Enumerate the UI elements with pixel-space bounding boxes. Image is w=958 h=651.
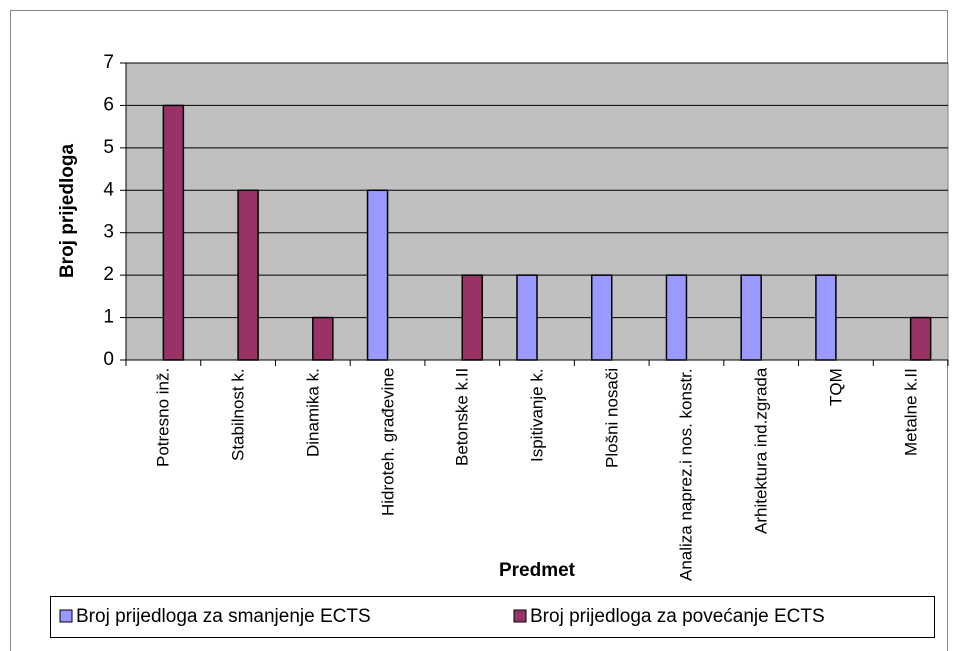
y-tick-label: 4 xyxy=(103,179,114,200)
x-tick-label: TQM xyxy=(826,368,846,406)
y-tick-label: 3 xyxy=(103,222,114,243)
x-tick-label: Ispitivanje k. xyxy=(527,368,547,462)
bar xyxy=(366,189,389,361)
y-tick-label: 5 xyxy=(103,137,114,158)
bar xyxy=(516,274,538,361)
legend-swatch xyxy=(513,609,527,623)
x-tick-label: Arhitektura ind.zgrada xyxy=(751,368,771,535)
y-tick-label: 2 xyxy=(103,264,114,285)
x-tick-label: Stabilnost k. xyxy=(228,368,248,461)
bar xyxy=(665,274,688,361)
legend-label: Broj prijedloga za smanjenje ECTS xyxy=(76,606,371,627)
x-tick-label: Betonske k.II xyxy=(452,368,472,467)
bar xyxy=(312,316,334,361)
bar xyxy=(461,274,484,361)
y-tick-label: 6 xyxy=(103,94,114,115)
bar xyxy=(162,104,185,361)
x-axis-title: Predmet xyxy=(499,560,576,581)
x-tick-label: Dinamika k. xyxy=(303,368,323,457)
legend-box xyxy=(50,596,935,638)
y-tick-label: 0 xyxy=(103,349,114,370)
bar xyxy=(590,274,613,361)
x-tick-label: Hidroteh. građevine xyxy=(378,368,398,517)
x-tick-label: Potresno inž. xyxy=(153,368,173,468)
x-tick-label: Metalne k.II xyxy=(901,368,921,456)
bar xyxy=(909,316,932,361)
y-tick-label: 1 xyxy=(103,307,114,328)
legend-swatch xyxy=(59,609,73,623)
x-tick-label: Plošni nosači xyxy=(602,368,622,469)
y-axis-title: Broj prijedloga xyxy=(57,144,78,279)
category-labels: Potresno inž. Stabilnost k. Dinamika k. Hid… xyxy=(0,368,958,590)
x-tick-label: Analiza naprez.i nos. konstr. xyxy=(676,368,696,581)
bar xyxy=(237,189,259,361)
bar xyxy=(740,274,762,361)
bar xyxy=(815,274,837,361)
legend-label: Broj prijedloga za povećanje ECTS xyxy=(530,606,825,627)
y-tick-label: 7 xyxy=(103,52,114,73)
